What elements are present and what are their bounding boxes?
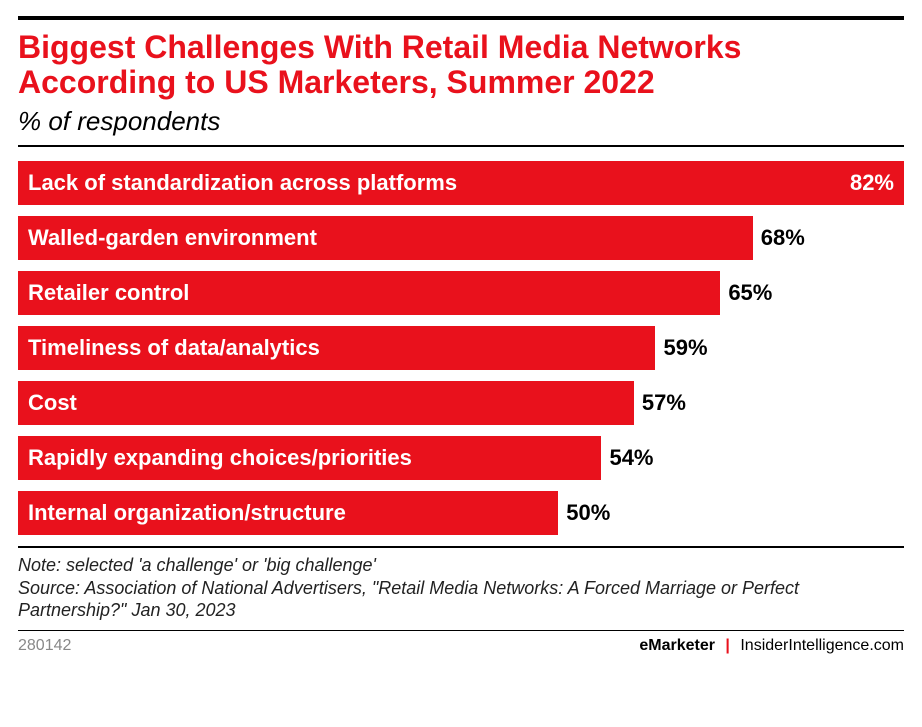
chart-id: 280142 xyxy=(18,637,71,655)
bar-label: Internal organization/structure xyxy=(28,500,346,526)
bar-label: Rapidly expanding choices/priorities xyxy=(28,445,412,471)
bar: Retailer control xyxy=(18,271,720,315)
bar: Cost xyxy=(18,381,634,425)
bar-value: 50% xyxy=(558,491,610,535)
brand-insider: InsiderIntelligence.com xyxy=(740,637,904,654)
bar: Rapidly expanding choices/priorities xyxy=(18,436,601,480)
footer-brand: eMarketer | InsiderIntelligence.com xyxy=(639,637,904,655)
chart-bottom-rule xyxy=(18,546,904,548)
bar: Timeliness of data/analytics xyxy=(18,326,655,370)
bar: Internal organization/structure xyxy=(18,491,558,535)
bar-row: Cost 57% xyxy=(18,381,904,425)
source-line: Source: Association of National Advertis… xyxy=(18,577,904,622)
note-line: Note: selected 'a challenge' or 'big cha… xyxy=(18,554,904,577)
chart-subtitle: % of respondents xyxy=(18,106,904,137)
bar-row: Walled-garden environment 68% xyxy=(18,216,904,260)
bar-value: 54% xyxy=(601,436,653,480)
bar-label: Cost xyxy=(28,390,77,416)
header-rule xyxy=(18,145,904,147)
bar-row: Internal organization/structure 50% xyxy=(18,491,904,535)
bar-row: Retailer control 65% xyxy=(18,271,904,315)
bar-row: Timeliness of data/analytics 59% xyxy=(18,326,904,370)
bar-label: Walled-garden environment xyxy=(28,225,317,251)
bar-chart: Lack of standardization across platforms… xyxy=(18,161,904,535)
bar-row: Rapidly expanding choices/priorities 54% xyxy=(18,436,904,480)
top-rule xyxy=(18,16,904,20)
chart-notes: Note: selected 'a challenge' or 'big cha… xyxy=(18,554,904,622)
bar-value: 82% xyxy=(850,161,904,205)
bar-value: 65% xyxy=(720,271,772,315)
bar-value: 57% xyxy=(634,381,686,425)
brand-separator: | xyxy=(725,637,729,654)
brand-emarketer: eMarketer xyxy=(639,637,715,654)
bar-label: Lack of standardization across platforms xyxy=(28,170,457,196)
bar: Walled-garden environment xyxy=(18,216,753,260)
bar-label: Timeliness of data/analytics xyxy=(28,335,320,361)
chart-title: Biggest Challenges With Retail Media Net… xyxy=(18,30,904,100)
bar-value: 59% xyxy=(655,326,707,370)
bar: Lack of standardization across platforms xyxy=(18,161,904,205)
bar-value: 68% xyxy=(753,216,805,260)
footer-rule xyxy=(18,630,904,631)
bar-row: Lack of standardization across platforms… xyxy=(18,161,904,205)
footer: 280142 eMarketer | InsiderIntelligence.c… xyxy=(18,637,904,655)
bar-label: Retailer control xyxy=(28,280,189,306)
